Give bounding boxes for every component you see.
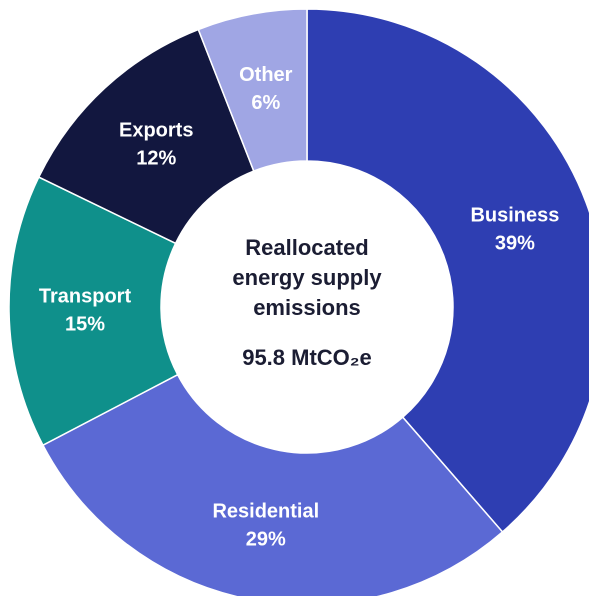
segment-label: Exports <box>119 119 193 141</box>
center-title: energy supply <box>232 265 382 290</box>
segment-value: 6% <box>251 92 280 114</box>
donut-segment <box>8 176 179 447</box>
segment-value: 39% <box>495 233 535 255</box>
segment-value: 15% <box>65 314 105 336</box>
center-title: Reallocated <box>245 235 369 260</box>
donut-segment <box>37 28 255 245</box>
center-title: emissions <box>253 295 361 320</box>
segment-label: Residential <box>212 500 319 522</box>
center-total: 95.8 MtCO₂e <box>242 345 372 370</box>
donut-segment <box>197 8 308 173</box>
segment-label: Transport <box>39 286 132 308</box>
segment-label: Business <box>470 205 559 227</box>
segment-value: 12% <box>136 147 176 169</box>
segment-label: Other <box>239 64 293 86</box>
donut-segment <box>306 8 589 533</box>
segment-value: 29% <box>246 528 286 550</box>
donut-segment <box>41 373 504 596</box>
